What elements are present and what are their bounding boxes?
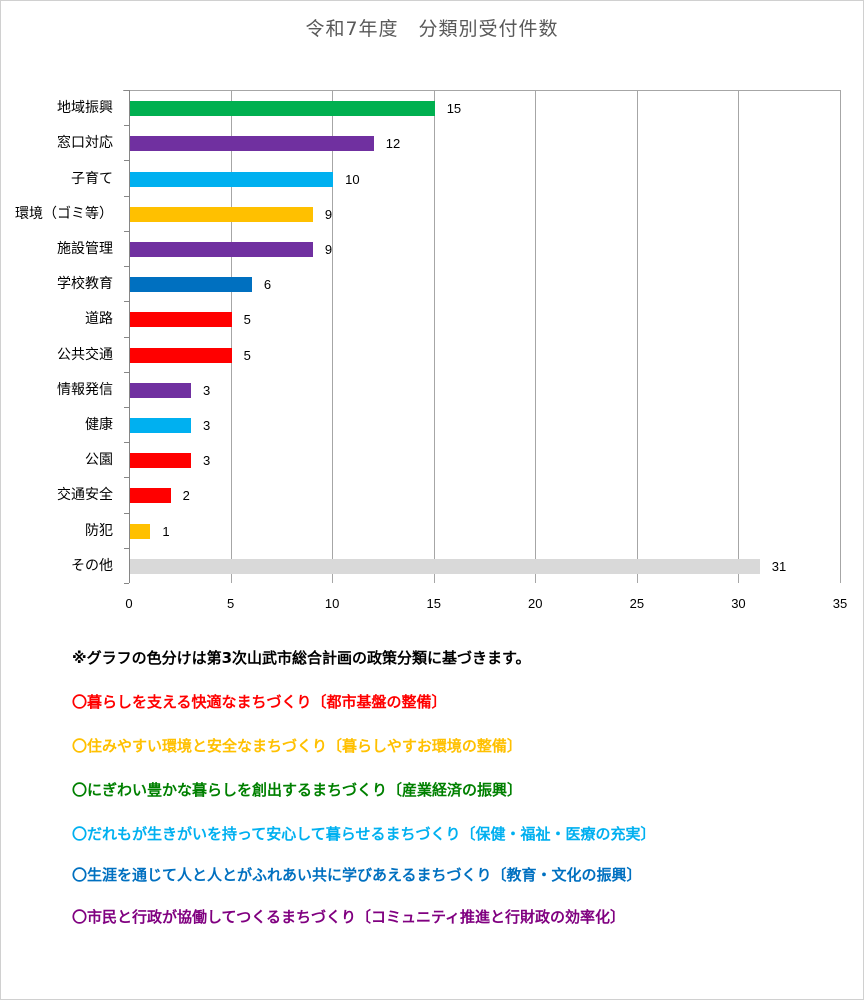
bar	[130, 171, 334, 187]
bar-value-label: 9	[324, 241, 333, 257]
y-axis-tick	[124, 371, 129, 373]
note-item-community: 〇市民と行政が協働してつくるまちづくり〔コミュニティ推進と行財政の効率化〕	[72, 908, 626, 926]
x-tick-label: 35	[832, 596, 848, 611]
chart-title: 令和7年度 分類別受付件数	[305, 18, 559, 40]
y-axis-tick	[124, 160, 129, 162]
category-label: 学校教育	[57, 276, 113, 293]
bar	[130, 241, 313, 257]
category-label: 防犯	[85, 522, 113, 539]
x-tick-label: 25	[629, 596, 645, 611]
note-item-welfare: 〇だれもが生きがいを持って安心して暮らせるまちづくり〔保健・福祉・医療の充実〕	[72, 825, 656, 843]
bar-value-label: 9	[324, 206, 333, 222]
y-axis-tick	[124, 442, 129, 444]
category-label: 子育て	[71, 170, 113, 187]
category-label: 地域振興	[57, 100, 113, 117]
x-tick-label: 20	[528, 596, 543, 611]
bar-value-label: 10	[345, 171, 360, 187]
category-label: その他	[71, 557, 113, 574]
bar-value-label: 12	[385, 136, 401, 152]
category-label: 施設管理	[57, 240, 113, 257]
vertical-gridline	[332, 90, 334, 583]
y-axis-tick	[124, 477, 129, 479]
bar	[130, 558, 760, 574]
category-label: 公共交通	[57, 346, 113, 363]
y-axis-tick	[124, 547, 129, 549]
x-tick-label: 15	[426, 596, 441, 611]
plot-area: 15 12 10 9 9 6 5 5 3 3 3 2 1 31	[123, 90, 841, 584]
bar	[130, 312, 232, 328]
bar-value-label: 5	[243, 312, 251, 328]
note-item-infrastructure: 〇暮らしを支える快適なまちづくり〔都市基盤の整備〕	[72, 693, 447, 711]
x-tick-label: 30	[731, 596, 746, 611]
bar-value-label: 2	[182, 488, 190, 504]
note-item-industry: 〇にぎわい豊かな暮らしを創出するまちづくり〔産業経済の振興〕	[72, 781, 523, 799]
category-label: 交通安全	[57, 487, 113, 504]
y-axis-tick	[124, 583, 129, 584]
vertical-gridline	[433, 90, 435, 583]
bar-value-label: 31	[771, 558, 787, 574]
bar	[130, 418, 191, 434]
bar-value-label: 5	[243, 347, 251, 363]
y-axis-tick	[124, 266, 129, 268]
bar-value-label: 1	[162, 523, 170, 539]
x-tick-label: 0	[125, 596, 133, 611]
bar-value-label: 3	[202, 418, 211, 434]
bar	[130, 277, 252, 293]
vertical-gridline	[230, 90, 232, 583]
bar	[130, 347, 232, 363]
bar	[130, 382, 191, 398]
y-axis-tick	[124, 125, 129, 127]
y-axis-line	[129, 90, 130, 583]
y-axis-tick	[124, 336, 129, 338]
vertical-gridline	[738, 90, 740, 583]
y-axis-tick	[124, 406, 129, 408]
category-label: 健康	[85, 417, 113, 434]
category-label: 環境（ゴミ等）	[15, 205, 113, 222]
note-heading: ※グラフの色分けは第3次山武市総合計画の政策分類に基づきます。	[72, 649, 531, 667]
category-label: 公園	[85, 452, 113, 469]
note-item-education: 〇生涯を通じて人と人とがふれあい共に学びあえるまちづくり〔教育・文化の振興〕	[72, 866, 642, 884]
bar	[130, 101, 435, 117]
y-axis-tick	[124, 301, 129, 303]
vertical-gridline	[840, 90, 841, 583]
note-item-environment: 〇住みやすい環境と安全なまちづくり〔暮らしやすお環境の整備〕	[72, 737, 522, 755]
category-label: 窓口対応	[57, 135, 113, 152]
vertical-gridline	[535, 90, 537, 583]
x-tick-label: 10	[324, 596, 340, 611]
bar	[130, 136, 374, 152]
top-gridline	[123, 90, 840, 91]
y-axis-tick	[124, 512, 129, 514]
bar	[130, 523, 151, 539]
y-axis-tick	[124, 195, 129, 197]
bar	[130, 206, 313, 222]
bar-value-label: 3	[202, 382, 211, 398]
vertical-gridline	[636, 90, 638, 583]
bar-value-label: 3	[202, 453, 211, 469]
bar	[130, 453, 191, 469]
bar-value-label: 15	[446, 101, 462, 117]
y-axis-tick	[124, 90, 129, 91]
category-label: 情報発信	[57, 381, 113, 398]
x-tick-label: 5	[226, 596, 235, 611]
bar-value-label: 6	[263, 277, 272, 293]
y-axis-tick	[124, 230, 129, 232]
bar	[130, 488, 171, 504]
category-label: 道路	[85, 311, 113, 328]
